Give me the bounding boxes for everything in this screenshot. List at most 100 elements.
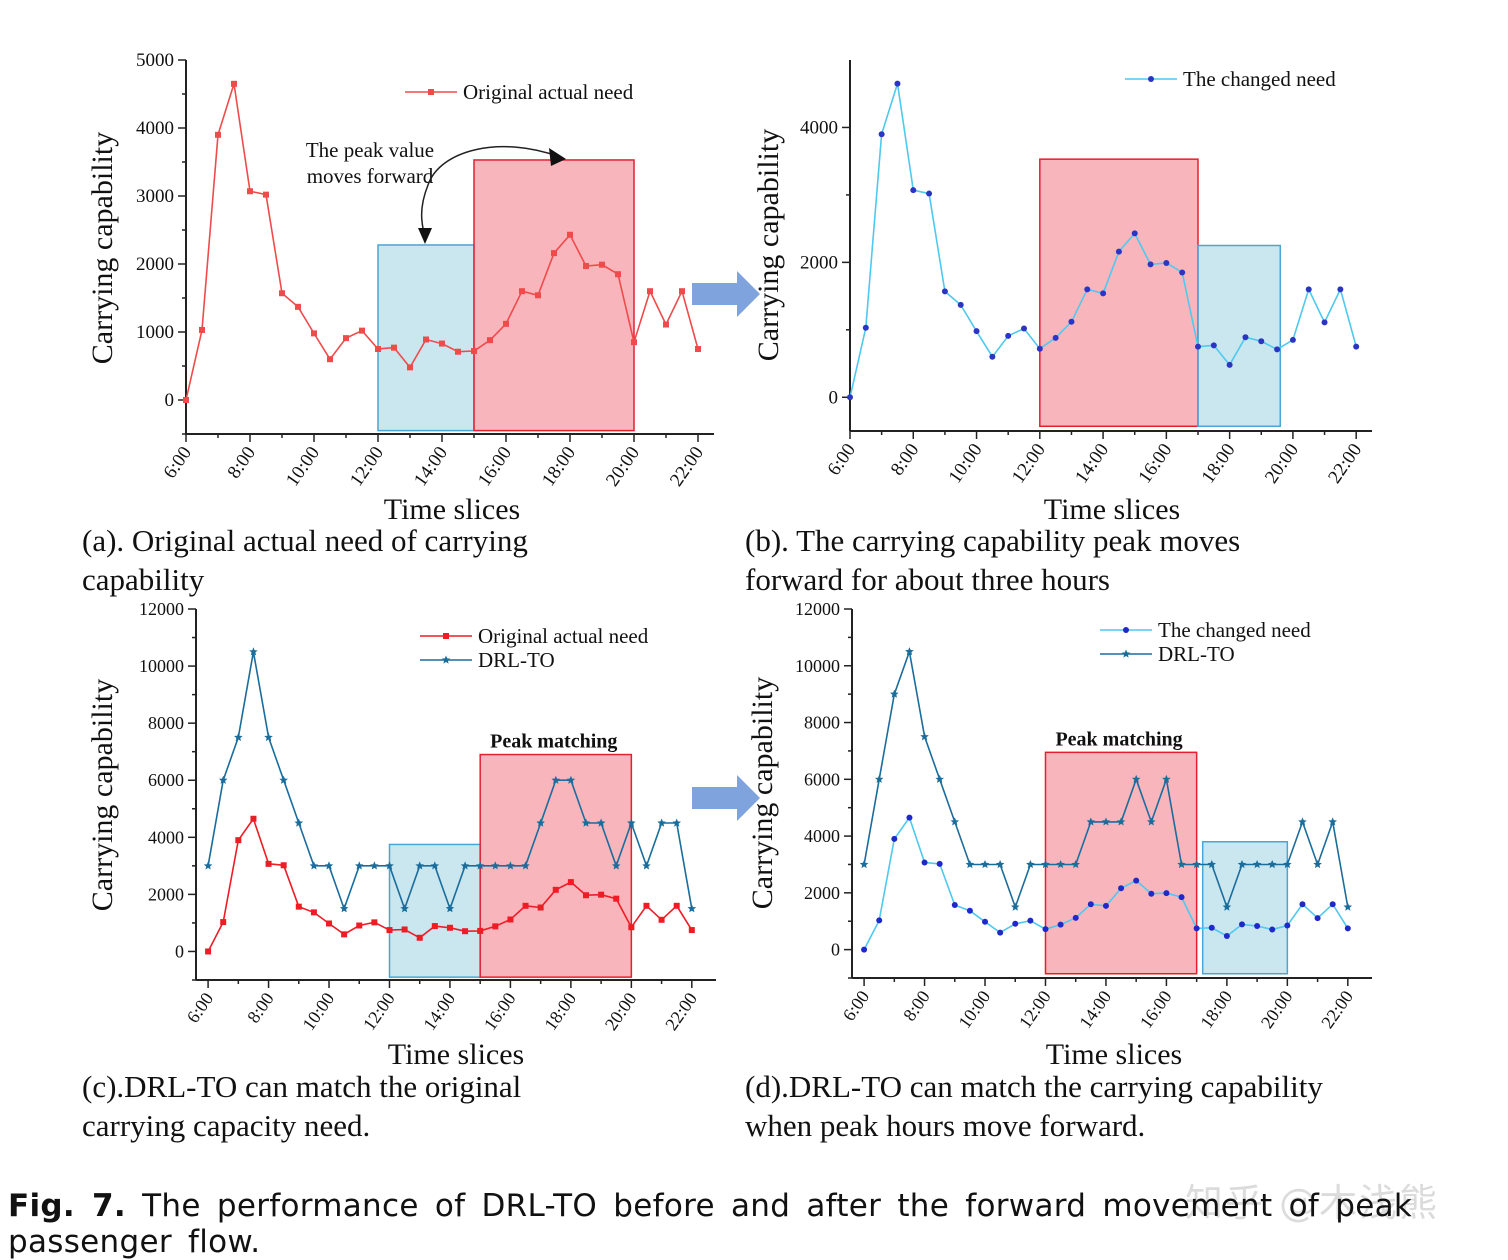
data-point-circle	[906, 814, 913, 821]
x-tick-label: 16:00	[1134, 440, 1176, 487]
data-point-circle	[1012, 920, 1019, 927]
x-tick-label: 20:00	[1257, 987, 1297, 1032]
legend-label: The changed need	[1158, 618, 1311, 642]
data-point-square	[628, 924, 635, 931]
caption-a-line1: (a). Original actual need of carrying	[82, 523, 528, 558]
y-tick-label: 5000	[136, 50, 174, 71]
data-point-square	[695, 346, 701, 352]
data-point-star	[920, 732, 929, 741]
data-point-square	[503, 320, 509, 327]
data-point-star	[1268, 860, 1277, 869]
data-point-star	[1207, 860, 1216, 869]
data-point-star	[415, 861, 424, 870]
data-point-star	[324, 861, 334, 870]
data-point-circle	[1314, 915, 1321, 922]
panel-d-chart: 0 2000 4000 6000 8000 10000 12000 6:00 8:00 10:00…	[746, 599, 1372, 1071]
y-tick-label: 6000	[148, 770, 184, 790]
data-point-circle	[1305, 286, 1312, 293]
data-point-square	[263, 191, 269, 198]
x-axis-title: Time slices	[1046, 1038, 1182, 1071]
data-point-circle	[1147, 261, 1154, 268]
x-tick-label: 8:00	[243, 989, 278, 1027]
data-point-circle	[1321, 319, 1328, 326]
data-point-circle	[1115, 248, 1122, 255]
legend-marker	[428, 89, 434, 95]
data-point-star	[506, 861, 515, 870]
data-point-square	[371, 919, 378, 926]
y-tick-label: 0	[165, 390, 175, 411]
panel-b-chart: 0 2000 4000 6:00 8:00 10:00 12:00 14:00 16:00 18:…	[752, 60, 1372, 526]
data-point-square	[537, 904, 544, 911]
data-point-star	[1131, 774, 1141, 783]
data-point-circle	[878, 131, 885, 138]
data-point-square	[311, 330, 317, 337]
x-tick-label: 6:00	[183, 989, 218, 1027]
data-point-circle	[1226, 361, 1233, 368]
caption-b-line1: (b). The carrying capability peak moves	[745, 523, 1241, 558]
data-point-circle	[1254, 923, 1261, 930]
caption-c: (c).DRL-TO can match the original carryi…	[82, 1067, 742, 1145]
data-point-square	[247, 188, 253, 195]
x-tick-label: 18:00	[1196, 987, 1236, 1032]
x-tick-label: 6:00	[824, 440, 861, 480]
data-point-square	[647, 288, 653, 295]
data-point-square	[643, 902, 650, 909]
peak-matching-label: Peak matching	[490, 731, 617, 753]
caption-d-line1: (d).DRL-TO can match the carrying capabi…	[745, 1069, 1323, 1104]
data-point-circle	[1337, 286, 1344, 293]
data-point-square	[375, 346, 381, 352]
data-point-star	[1177, 860, 1186, 869]
data-point-circle	[1052, 334, 1059, 341]
caption-b-line2: forward for about three hours	[745, 562, 1110, 597]
peak-region-red	[1044, 751, 1198, 975]
data-point-circle	[926, 190, 933, 197]
data-point-star	[642, 861, 651, 870]
data-point-square	[471, 348, 477, 355]
arrowhead-down-icon	[418, 228, 432, 244]
transition-arrows	[692, 271, 760, 821]
data-point-circle	[1353, 343, 1360, 350]
data-point-square	[492, 923, 499, 930]
x-tick-label: 12:00	[1008, 440, 1050, 487]
data-point-square	[439, 340, 445, 347]
data-point-star	[400, 904, 409, 913]
peak-region-red	[479, 753, 633, 978]
data-point-circle	[1131, 230, 1138, 237]
data-point-circle	[1027, 917, 1034, 924]
legend-label: DRL-TO	[1158, 642, 1235, 666]
x-tick-label: 16:00	[1136, 987, 1176, 1032]
y-tick-label: 10000	[139, 656, 184, 676]
data-point-circle	[1193, 925, 1200, 932]
data-point-square	[567, 231, 573, 238]
y-tick-label: 3000	[136, 186, 174, 207]
data-point-circle	[1274, 346, 1281, 353]
data-point-circle	[1102, 902, 1109, 909]
data-point-star	[218, 775, 228, 784]
data-point-circle	[1005, 332, 1012, 339]
data-point-circle	[891, 835, 898, 842]
data-point-circle	[862, 324, 869, 331]
data-point-circle	[1208, 924, 1215, 931]
data-point-circle	[1084, 286, 1091, 293]
data-point-circle	[910, 187, 917, 194]
legend-marker	[1121, 649, 1131, 658]
x-tick-label: 14:00	[410, 443, 452, 490]
data-point-square	[280, 862, 287, 869]
arrowhead-right-icon	[549, 148, 566, 166]
data-point-circle	[1133, 877, 1140, 884]
data-point-star	[581, 818, 591, 827]
data-point-star	[475, 861, 485, 870]
x-tick-label: 20:00	[602, 443, 644, 490]
data-point-circle	[894, 80, 901, 87]
data-point-circle	[1210, 342, 1217, 349]
data-point-circle	[1299, 901, 1306, 908]
data-point-star	[627, 818, 636, 827]
caption-c-line1: (c).DRL-TO can match the original	[82, 1069, 522, 1104]
data-point-star	[521, 861, 530, 870]
data-point-square	[343, 335, 349, 342]
data-point-circle	[921, 859, 928, 866]
data-point-circle	[1021, 325, 1027, 332]
data-point-star	[596, 818, 606, 827]
data-point-square	[599, 261, 605, 268]
legend-label: DRL-TO	[478, 648, 555, 672]
